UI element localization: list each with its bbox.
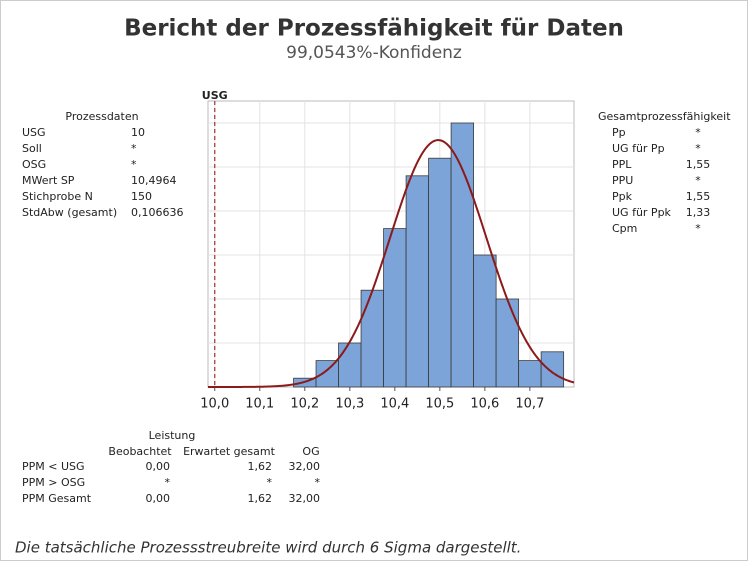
row-label: UG für Ppk bbox=[612, 206, 672, 219]
row-label: UG für Pp bbox=[612, 142, 665, 155]
bar bbox=[360, 289, 384, 388]
x-tick-label: 10,5 bbox=[425, 397, 454, 412]
row-label: Stichprobe N bbox=[22, 190, 93, 203]
row-label: PPM Gesamt bbox=[22, 492, 92, 505]
table-title: Prozessdaten bbox=[65, 110, 138, 123]
normal-curve bbox=[208, 139, 575, 388]
row-value: 1,33 bbox=[686, 206, 711, 219]
x-tick-label: 10,0 bbox=[200, 397, 229, 412]
table-title: Gesamtprozessfähigkeit bbox=[598, 110, 731, 123]
cell-value: 0,00 bbox=[146, 492, 171, 505]
cell-value: 32,00 bbox=[289, 492, 321, 505]
bar bbox=[383, 228, 407, 388]
column-header: OG bbox=[302, 445, 319, 458]
row-label: Cpm bbox=[612, 222, 637, 235]
bar bbox=[473, 254, 497, 388]
bar bbox=[338, 342, 362, 388]
row-label: PPU bbox=[612, 174, 633, 187]
bar bbox=[450, 122, 475, 388]
x-tick-label: 10,2 bbox=[290, 397, 319, 412]
row-label: PPM < USG bbox=[22, 460, 85, 473]
report-subtitle: 99,0543%-Konfidenz bbox=[286, 43, 462, 63]
footnote: Die tatsächliche Prozessstreubreite wird… bbox=[15, 539, 521, 557]
row-value: 1,55 bbox=[686, 158, 711, 171]
row-label: Pp bbox=[612, 126, 626, 139]
row-value: * bbox=[695, 174, 701, 187]
bar bbox=[540, 351, 565, 388]
bar bbox=[405, 175, 429, 388]
row-label: StdAbw (gesamt) bbox=[22, 206, 117, 219]
bar bbox=[518, 360, 542, 388]
bar bbox=[428, 157, 452, 388]
column-header: Erwartet gesamt bbox=[183, 445, 276, 458]
x-tick-label: 10,4 bbox=[380, 397, 409, 412]
row-value: 1,55 bbox=[686, 190, 711, 203]
row-value: 10,4964 bbox=[131, 174, 177, 187]
x-tick-label: 10,3 bbox=[335, 397, 364, 412]
cell-value: 32,00 bbox=[289, 460, 321, 473]
row-label: MWert SP bbox=[22, 174, 75, 187]
cell-value: * bbox=[267, 476, 273, 489]
row-label: PPL bbox=[612, 158, 632, 171]
cell-value: 0,00 bbox=[146, 460, 171, 473]
report-title: Bericht der Prozessfähigkeit für Daten bbox=[124, 16, 624, 42]
cell-value: * bbox=[315, 476, 321, 489]
row-label: Soll bbox=[22, 142, 42, 155]
row-value: * bbox=[695, 222, 701, 235]
x-tick-label: 10,7 bbox=[515, 397, 544, 412]
row-value: * bbox=[131, 158, 137, 171]
row-label: Ppk bbox=[612, 190, 633, 203]
x-tick-label: 10,1 bbox=[245, 397, 274, 412]
bar bbox=[495, 298, 520, 388]
row-value: * bbox=[695, 126, 701, 139]
bar bbox=[315, 360, 339, 388]
row-label: OSG bbox=[22, 158, 46, 171]
reference-label: USG bbox=[202, 89, 228, 102]
x-tick-label: 10,6 bbox=[470, 397, 499, 412]
cell-value: 1,62 bbox=[248, 492, 273, 505]
table-title: Leistung bbox=[149, 429, 196, 442]
row-label: PPM > OSG bbox=[22, 476, 85, 489]
row-value: 0,106636 bbox=[131, 206, 184, 219]
row-value: * bbox=[131, 142, 137, 155]
row-value: 10 bbox=[131, 126, 145, 139]
row-label: USG bbox=[22, 126, 46, 139]
row-value: 150 bbox=[131, 190, 152, 203]
cell-value: 1,62 bbox=[248, 460, 273, 473]
column-header: Beobachtet bbox=[108, 445, 172, 458]
row-value: * bbox=[695, 142, 701, 155]
cell-value: * bbox=[165, 476, 171, 489]
